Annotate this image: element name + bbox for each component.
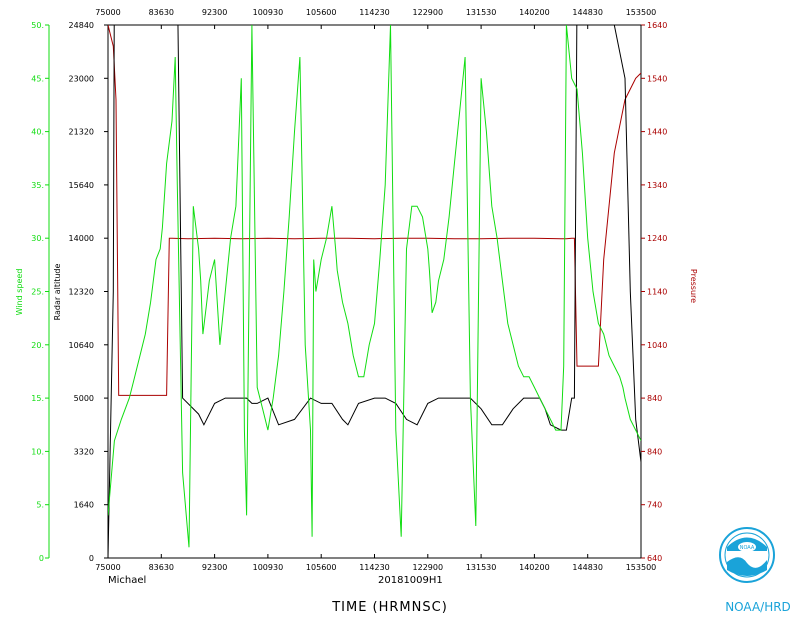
time-tick-label-bottom: 83630: [149, 563, 174, 572]
wind-speed-series-line: [108, 25, 641, 548]
wind-speed-tick-label: 40.: [31, 128, 44, 137]
time-tick-label-bottom: 122900: [413, 563, 444, 572]
time-tick-label-top: 131530: [466, 8, 497, 17]
time-tick-label-top: 92300: [202, 8, 227, 17]
wind-speed-tick-label: 20.: [31, 341, 44, 350]
time-tick-label-top: 144830: [572, 8, 603, 17]
wind-speed-tick-label: 50.: [31, 21, 44, 30]
wind-speed-tick-label: 35.: [31, 181, 44, 190]
series-layer: [108, 25, 641, 558]
time-tick-label-top: 153500: [626, 8, 657, 17]
time-tick-label-bottom: 131530: [466, 563, 497, 572]
wind-speed-axis-label: Wind speed: [15, 269, 24, 316]
radar-altitude-tick-label: 15640: [69, 181, 94, 190]
radar-altitude-tick-label: 0: [89, 554, 94, 563]
time-tick-label-bottom: 114230: [359, 563, 390, 572]
plot-frame: [107, 24, 642, 559]
x-axis-title: TIME (HRMNSC): [331, 600, 448, 615]
radar-altitude-tick-label: 5000: [74, 394, 94, 403]
wind-speed-tick-label: 45.: [31, 74, 44, 83]
radar-altitude-tick-label: 10640: [69, 341, 94, 350]
radar-altitude-axis-label: Radar altitude: [53, 264, 62, 321]
radar-altitude-tick-label: 21320: [69, 128, 94, 137]
wind-speed-tick-label: 5.: [36, 501, 44, 510]
wind-speed-tick-label: 10.: [31, 447, 44, 456]
time-axis-top: 75000 83630 92300 100930 105600 114230 122900 1…: [95, 8, 656, 29]
radar-altitude-tick-label: 24840: [69, 21, 94, 30]
time-tick-label-top: 140200: [519, 8, 550, 17]
pressure-axis: 640 740 840 840 1040 1140 1240 1340 1440 1540 1640: [641, 21, 667, 563]
credit-label: NOAA/HRD: [725, 600, 791, 614]
time-tick-label-bottom: 105600: [306, 563, 337, 572]
noaa-logo: NOAA: [719, 527, 775, 583]
pressure-tick-label: 1240: [647, 234, 667, 243]
pressure-tick-label: 1340: [647, 181, 667, 190]
flight-id: 20181009H1: [378, 575, 443, 586]
pressure-tick-label: 840: [647, 394, 662, 403]
wind-speed-tick-label: 30.: [31, 234, 44, 243]
radar-altitude-axis: 0 1640 3320 5000 10640 12320 14000 15640 21320 23…: [69, 21, 108, 563]
time-tick-label-bottom: 153500: [626, 563, 657, 572]
radar-altitude-tick-label: 1640: [74, 501, 94, 510]
pressure-tick-label: 1440: [647, 128, 667, 137]
pressure-tick-label: 1140: [647, 288, 667, 297]
time-tick-label-top: 122900: [413, 8, 444, 17]
pressure-tick-label: 740: [647, 501, 662, 510]
wind-speed-tick-label: 25.: [31, 288, 44, 297]
radar-altitude-tick-label: 3320: [74, 447, 94, 456]
time-tick-label-top: 100930: [253, 8, 284, 17]
pressure-tick-label: 640: [647, 554, 662, 563]
pressure-axis-label: Pressure: [689, 269, 698, 303]
pressure-tick-label: 1540: [647, 74, 667, 83]
radar-altitude-tick-label: 14000: [69, 234, 94, 243]
time-tick-label-top: 83630: [149, 8, 174, 17]
time-tick-label-bottom: 100930: [253, 563, 284, 572]
time-tick-label-bottom: 144830: [572, 563, 603, 572]
radar-altitude-tick-label: 23000: [69, 74, 94, 83]
wind-speed-tick-label: 15.: [31, 394, 44, 403]
storm-name: Michael: [108, 575, 146, 586]
time-tick-label-bottom: 75000: [95, 563, 120, 572]
pressure-tick-label: 1640: [647, 21, 667, 30]
pressure-tick-label: 1040: [647, 341, 667, 350]
svg-text:NOAA: NOAA: [740, 545, 755, 551]
radar-altitude-series-line: [108, 25, 641, 558]
time-axis-bottom: 75000 83630 92300 100930 105600 114230 122900 1…: [95, 554, 656, 572]
radar-altitude-tick-label: 12320: [69, 288, 94, 297]
pressure-tick-label: 840: [647, 447, 662, 456]
time-tick-label-bottom: 140200: [519, 563, 550, 572]
time-tick-label-top: 75000: [95, 8, 120, 17]
pressure-series-line: [108, 25, 641, 396]
wind-speed-axis: 0 5. 10. 15. 20. 25. 30. 35. 40. 45. 50.: [31, 21, 50, 563]
time-tick-label-bottom: 92300: [202, 563, 227, 572]
time-tick-label-top: 105600: [306, 8, 337, 17]
wind-speed-tick-label: 0: [39, 554, 44, 563]
time-tick-label-top: 114230: [359, 8, 390, 17]
